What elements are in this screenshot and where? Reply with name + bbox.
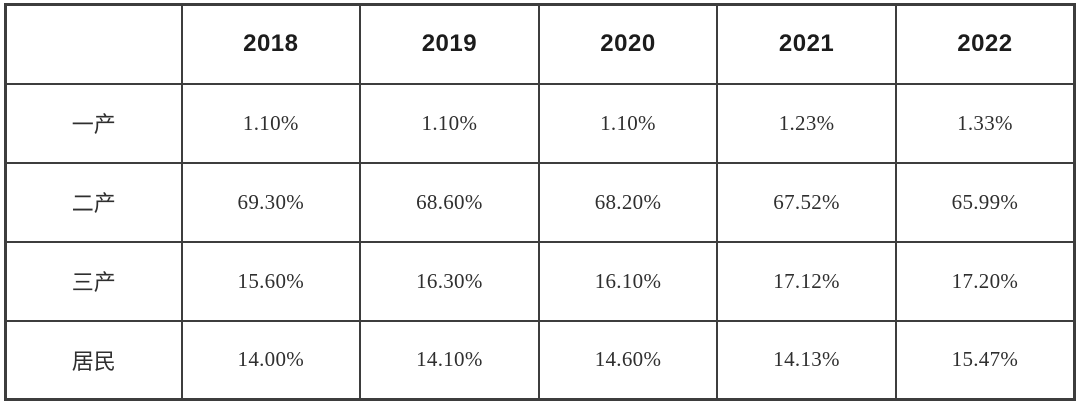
cell-value: 1.10% xyxy=(359,82,540,164)
cell-value: 17.20% xyxy=(894,240,1076,322)
row-label: 一产 xyxy=(4,82,183,164)
year-header-2022: 2022 xyxy=(894,3,1076,85)
cell-value: 14.13% xyxy=(716,319,897,401)
year-header-2018: 2018 xyxy=(180,3,362,85)
cell-value: 17.12% xyxy=(716,240,897,322)
cell-value: 16.10% xyxy=(537,240,719,322)
year-header-2021: 2021 xyxy=(716,3,897,85)
cell-value: 14.60% xyxy=(537,319,719,401)
cell-value: 1.10% xyxy=(180,82,362,164)
table-row-primary-industry: 一产 1.10% 1.10% 1.10% 1.23% 1.33% xyxy=(4,82,1076,164)
table-row-tertiary-industry: 三产 15.60% 16.30% 16.10% 17.12% 17.20% xyxy=(4,240,1076,322)
cell-value: 68.60% xyxy=(359,161,540,243)
cell-value: 14.00% xyxy=(180,319,362,401)
cell-value: 68.20% xyxy=(537,161,719,243)
cell-value: 16.30% xyxy=(359,240,540,322)
cell-value: 1.23% xyxy=(716,82,897,164)
year-header-2019: 2019 xyxy=(359,3,540,85)
header-row: 2018 2019 2020 2021 2022 xyxy=(4,3,1076,85)
corner-cell xyxy=(4,3,183,85)
cell-value: 15.47% xyxy=(894,319,1076,401)
table-row-secondary-industry: 二产 69.30% 68.60% 68.20% 67.52% 65.99% xyxy=(4,161,1076,243)
row-label: 三产 xyxy=(4,240,183,322)
row-label: 二产 xyxy=(4,161,183,243)
cell-value: 65.99% xyxy=(894,161,1076,243)
cell-value: 14.10% xyxy=(359,319,540,401)
cell-value: 69.30% xyxy=(180,161,362,243)
year-header-2020: 2020 xyxy=(537,3,719,85)
table-row-residents: 居民 14.00% 14.10% 14.60% 14.13% 15.47% xyxy=(4,319,1076,401)
cell-value: 67.52% xyxy=(716,161,897,243)
cell-value: 15.60% xyxy=(180,240,362,322)
cell-value: 1.33% xyxy=(894,82,1076,164)
cell-value: 1.10% xyxy=(537,82,719,164)
row-label: 居民 xyxy=(4,319,183,401)
industry-share-table: 2018 2019 2020 2021 2022 一产 1.10% 1.10% … xyxy=(4,3,1076,401)
